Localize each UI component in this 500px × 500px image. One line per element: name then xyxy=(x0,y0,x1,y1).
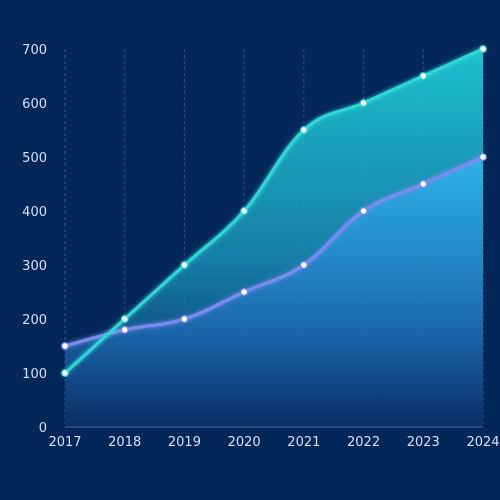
series-2-point-2022 xyxy=(359,207,368,215)
x-tick-label-2023: 2023 xyxy=(407,435,440,450)
x-tick-label-2024: 2024 xyxy=(466,435,499,450)
series-1-point-2018 xyxy=(120,315,129,323)
x-tick-label-2017: 2017 xyxy=(48,435,81,450)
x-tick-label-2018: 2018 xyxy=(108,435,141,450)
series-2-point-2020 xyxy=(240,288,249,296)
series-2-point-2024 xyxy=(479,153,487,161)
series-1-point-2023 xyxy=(419,72,428,80)
x-tick-label-2019: 2019 xyxy=(168,435,201,450)
y-tick-label-100: 100 xyxy=(22,367,47,382)
series-2-point-2019 xyxy=(180,315,189,323)
series-1-point-2019 xyxy=(180,261,189,269)
series-1-point-2017 xyxy=(61,369,69,377)
y-tick-label-700: 700 xyxy=(22,43,47,58)
series-2-point-2021 xyxy=(299,261,308,269)
series-1-point-2022 xyxy=(359,99,368,107)
series-2-area xyxy=(65,157,483,427)
series-2-point-2023 xyxy=(419,180,428,188)
y-tick-label-0: 0 xyxy=(39,421,47,436)
y-tick-label-500: 500 xyxy=(22,151,47,166)
series-1-point-2021 xyxy=(299,126,308,134)
x-tick-label-2021: 2021 xyxy=(287,435,320,450)
series-2-line xyxy=(63,155,485,348)
y-tick-label-600: 600 xyxy=(22,97,47,112)
series-lines xyxy=(63,47,485,375)
axes: 0 100 200 300 400 500 600 700 2017 2018 2019 2020 20… xyxy=(22,43,499,450)
data-points xyxy=(61,45,487,377)
y-tick-label-400: 400 xyxy=(22,205,47,220)
y-tick-label-200: 200 xyxy=(22,313,47,328)
series-1-point-2020 xyxy=(240,207,249,215)
series-2-point-2017 xyxy=(61,342,69,350)
y-tick-label-300: 300 xyxy=(22,259,47,274)
series-1-line xyxy=(63,47,485,375)
x-tick-label-2020: 2020 xyxy=(228,435,261,450)
areas xyxy=(65,49,483,427)
x-tick-label-2022: 2022 xyxy=(347,435,380,450)
series-1-point-2024 xyxy=(479,45,487,53)
series-2-point-2018 xyxy=(120,325,129,334)
